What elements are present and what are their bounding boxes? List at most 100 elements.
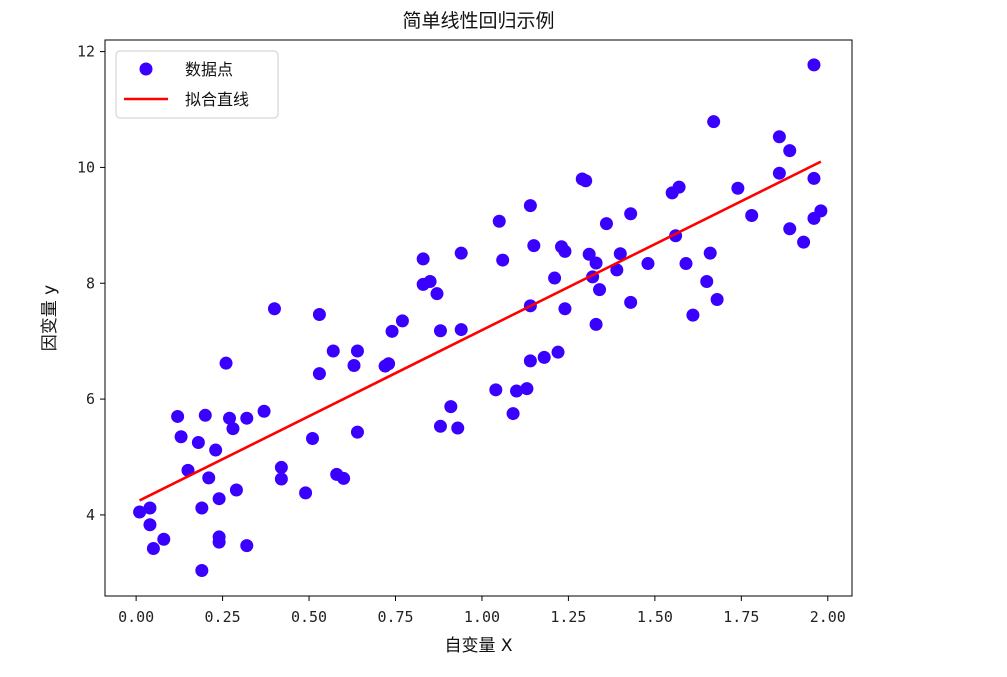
data-point — [548, 271, 562, 285]
data-point — [589, 317, 603, 331]
y-tick-label: 8 — [86, 274, 95, 292]
x-tick-label: 0.50 — [291, 608, 327, 626]
data-point — [385, 324, 399, 338]
data-point — [143, 518, 157, 532]
data-point — [267, 302, 281, 316]
legend-box — [115, 50, 279, 119]
data-point — [146, 542, 160, 556]
y-tick-label: 4 — [86, 506, 95, 524]
data-point — [783, 222, 797, 236]
x-tick-label: 2.00 — [810, 608, 846, 626]
data-point — [157, 532, 171, 546]
data-point — [537, 350, 551, 364]
data-point — [174, 430, 188, 444]
data-point — [274, 460, 288, 474]
data-point — [337, 471, 351, 485]
data-point — [312, 367, 326, 381]
data-point — [558, 244, 572, 258]
data-point — [347, 358, 361, 372]
data-point — [306, 431, 319, 445]
y-axis-label: 因变量 y — [40, 285, 60, 351]
data-point — [454, 323, 468, 337]
data-point — [195, 564, 209, 578]
data-point — [814, 204, 828, 218]
x-tick-label: 1.00 — [464, 608, 500, 626]
data-point — [423, 275, 437, 289]
data-point — [350, 344, 364, 358]
data-point — [527, 239, 541, 253]
data-point — [326, 344, 340, 358]
x-axis-label: 自变量 X — [444, 636, 512, 656]
data-point — [703, 246, 717, 260]
y-axis: 4 6 8 10 12 — [77, 43, 105, 524]
plot-frame — [104, 39, 853, 597]
fit-line — [139, 160, 822, 502]
data-point — [240, 411, 254, 425]
data-point — [624, 295, 638, 309]
data-point — [444, 400, 458, 414]
data-point — [641, 257, 655, 271]
data-point — [416, 252, 430, 266]
data-point — [523, 199, 537, 213]
data-point — [783, 144, 797, 158]
x-tick-label: 1.75 — [723, 608, 759, 626]
legend-marker-scatter — [139, 62, 153, 76]
data-point — [624, 207, 638, 221]
data-point — [745, 208, 759, 222]
data-point — [593, 283, 607, 297]
data-point — [797, 235, 811, 249]
data-point — [382, 357, 396, 371]
data-point — [492, 214, 506, 228]
data-point — [558, 302, 572, 316]
data-point — [433, 324, 447, 338]
data-point — [229, 483, 243, 497]
data-point — [506, 407, 520, 421]
data-point — [679, 257, 693, 271]
data-point — [240, 539, 254, 553]
data-point — [195, 501, 209, 515]
data-point — [710, 292, 724, 306]
data-point — [209, 443, 223, 457]
data-point — [350, 425, 364, 439]
y-tick-label: 10 — [77, 158, 95, 176]
data-point — [772, 166, 786, 180]
data-point — [700, 275, 714, 289]
data-point — [312, 308, 326, 322]
data-point — [223, 411, 236, 425]
data-point — [510, 384, 524, 398]
data-point — [731, 181, 745, 195]
plot-area — [104, 39, 853, 597]
data-point — [143, 501, 157, 515]
legend-label-line: 拟合直线 — [185, 90, 249, 109]
data-point — [582, 247, 596, 261]
x-tick-label: 0.75 — [377, 608, 413, 626]
data-point — [589, 256, 603, 270]
data-point — [212, 535, 226, 549]
data-point — [807, 171, 821, 185]
y-tick-label: 6 — [86, 390, 95, 408]
data-point — [451, 421, 465, 435]
x-axis: 0.00 0.25 0.50 0.75 1.00 1.25 1.50 1.75 2.00 — [118, 596, 846, 626]
data-point — [454, 246, 468, 260]
data-point — [274, 472, 288, 486]
data-point — [171, 409, 185, 423]
data-point — [212, 492, 226, 506]
legend-label-scatter: 数据点 — [185, 60, 233, 79]
data-point — [299, 486, 313, 500]
data-point — [579, 174, 593, 188]
data-point — [257, 404, 271, 418]
x-tick-label: 0.00 — [118, 608, 154, 626]
data-point — [551, 345, 565, 359]
data-point — [520, 382, 534, 396]
data-point — [672, 180, 686, 194]
data-point — [395, 314, 409, 328]
data-point — [772, 130, 786, 144]
y-tick-label: 12 — [77, 43, 95, 61]
x-tick-label: 0.25 — [205, 608, 241, 626]
data-point — [226, 422, 240, 436]
data-point — [807, 58, 821, 72]
data-point — [198, 408, 212, 422]
data-point — [191, 436, 205, 450]
data-point — [219, 356, 233, 370]
